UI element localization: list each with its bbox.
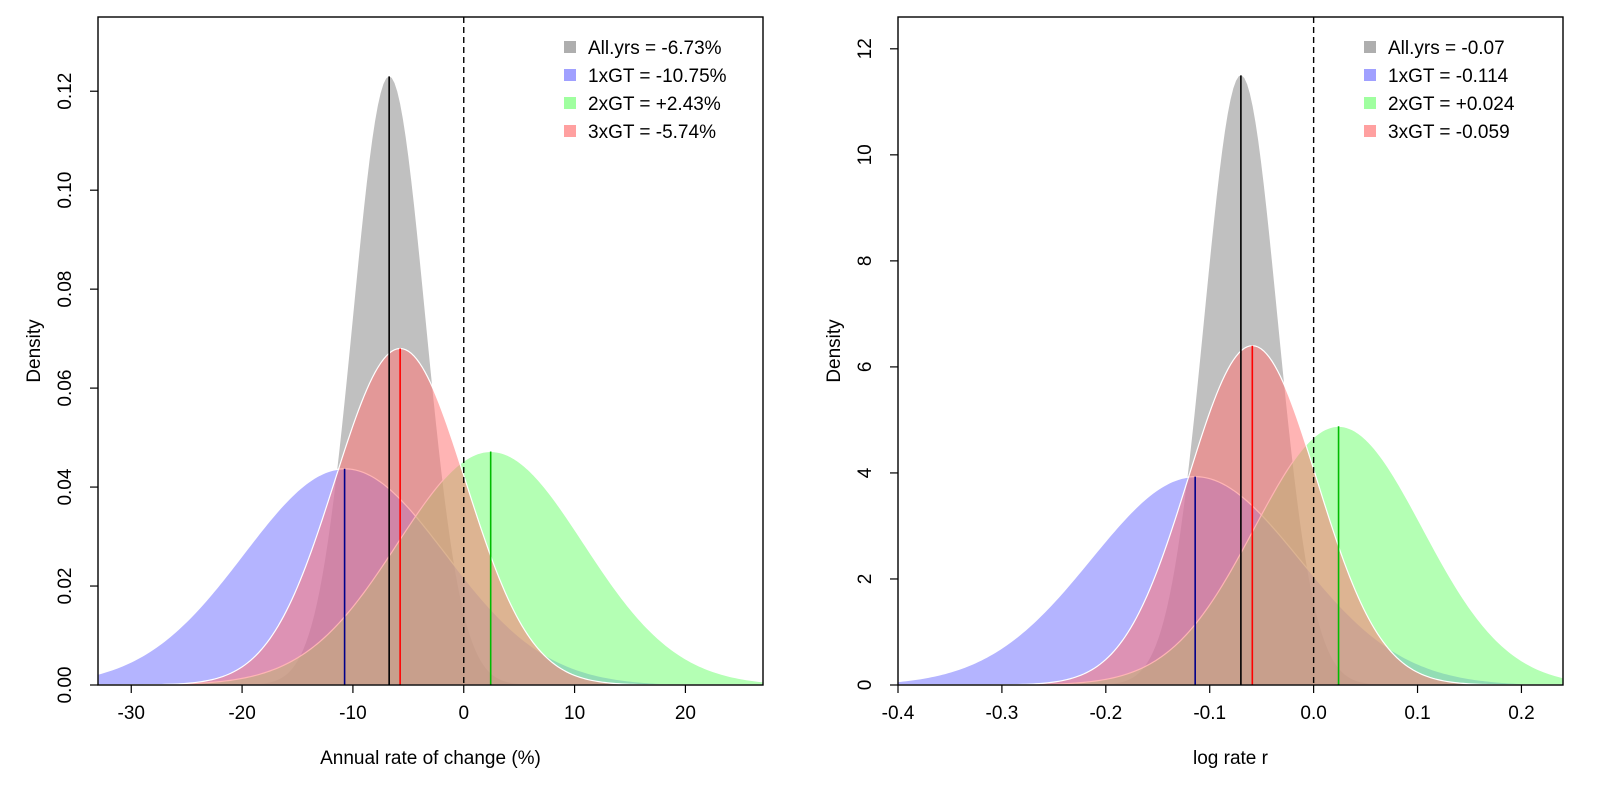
density-area-all-yrs (98, 76, 763, 685)
x-tick-label: -0.4 (882, 703, 915, 724)
legend-swatch (564, 41, 576, 53)
legend-label: 2xGT = +2.43% (588, 94, 721, 115)
y-tick-label: 0.06 (55, 370, 76, 407)
y-axis-label: Density (24, 319, 45, 383)
legend: All.yrs = -6.73% 1xGT = -10.75% 2xGT = +2.… (564, 38, 727, 143)
legend-label: 3xGT = -0.059 (1388, 122, 1510, 143)
y-tick-label: 2 (855, 574, 876, 585)
legend-label: 3xGT = -5.74% (588, 122, 716, 143)
x-tick-label: 0.1 (1404, 703, 1430, 724)
y-tick-label: 8 (855, 256, 876, 267)
x-tick-label: -0.2 (1089, 703, 1122, 724)
x-tick-label: -30 (118, 703, 145, 724)
y-tick-label: 0.04 (55, 468, 76, 505)
y-tick-label: 0.12 (55, 73, 76, 110)
x-tick-label: -0.1 (1193, 703, 1226, 724)
plot-frame (897, 16, 1564, 686)
x-axis-label: log rate r (1193, 748, 1269, 769)
legend-swatch (564, 125, 576, 137)
y-tick-label: 10 (855, 144, 876, 165)
x-tick-label: 20 (675, 703, 696, 724)
legend-label: 1xGT = -10.75% (588, 66, 727, 87)
legend-label: All.yrs = -6.73% (588, 38, 722, 59)
chart-log-rate: -0.4 -0.3 -0.2 -0.1 0.0 0.1 0.2 0 2 4 6 8 10 12 log ra… (824, 16, 1564, 769)
legend-swatch (1364, 69, 1376, 81)
x-axis-label: Annual rate of change (%) (320, 748, 541, 769)
y-tick-label: 4 (855, 467, 876, 478)
legend-swatch (1364, 41, 1376, 53)
legend-label: All.yrs = -0.07 (1388, 38, 1505, 59)
legend-swatch (1364, 125, 1376, 137)
y-tick-label: 0.08 (55, 271, 76, 308)
legend-swatch (564, 97, 576, 109)
x-tick-label: -0.3 (986, 703, 1019, 724)
y-tick-label: 0.00 (55, 667, 76, 704)
x-tick-label: 0.0 (1300, 703, 1326, 724)
y-axis-label: Density (824, 319, 845, 383)
plot-frame (97, 16, 764, 686)
y-tick-label: 0.02 (55, 568, 76, 605)
plot-area (98, 76, 763, 685)
legend-swatch (1364, 97, 1376, 109)
legend-label: 2xGT = +0.024 (1388, 94, 1515, 115)
legend: All.yrs = -0.07 1xGT = -0.114 2xGT = +0.02… (1364, 38, 1515, 143)
plot-area (898, 75, 1563, 685)
y-tick-label: 0.10 (55, 172, 76, 209)
y-tick-label: 6 (855, 362, 876, 373)
x-tick-label: -10 (339, 703, 366, 724)
x-tick-label: 0 (458, 703, 469, 724)
x-tick-label: -20 (228, 703, 255, 724)
x-tick-label: 10 (564, 703, 585, 724)
chart-annual-rate: -30 -20 -10 0 10 20 0.00 0.02 0.04 0.06 0.08 0.10 0.… (24, 16, 764, 769)
legend-swatch (564, 69, 576, 81)
y-tick-label: 0 (855, 680, 876, 691)
y-tick-label: 12 (855, 38, 876, 59)
x-tick-label: 0.2 (1508, 703, 1534, 724)
legend-label: 1xGT = -0.114 (1388, 66, 1509, 87)
